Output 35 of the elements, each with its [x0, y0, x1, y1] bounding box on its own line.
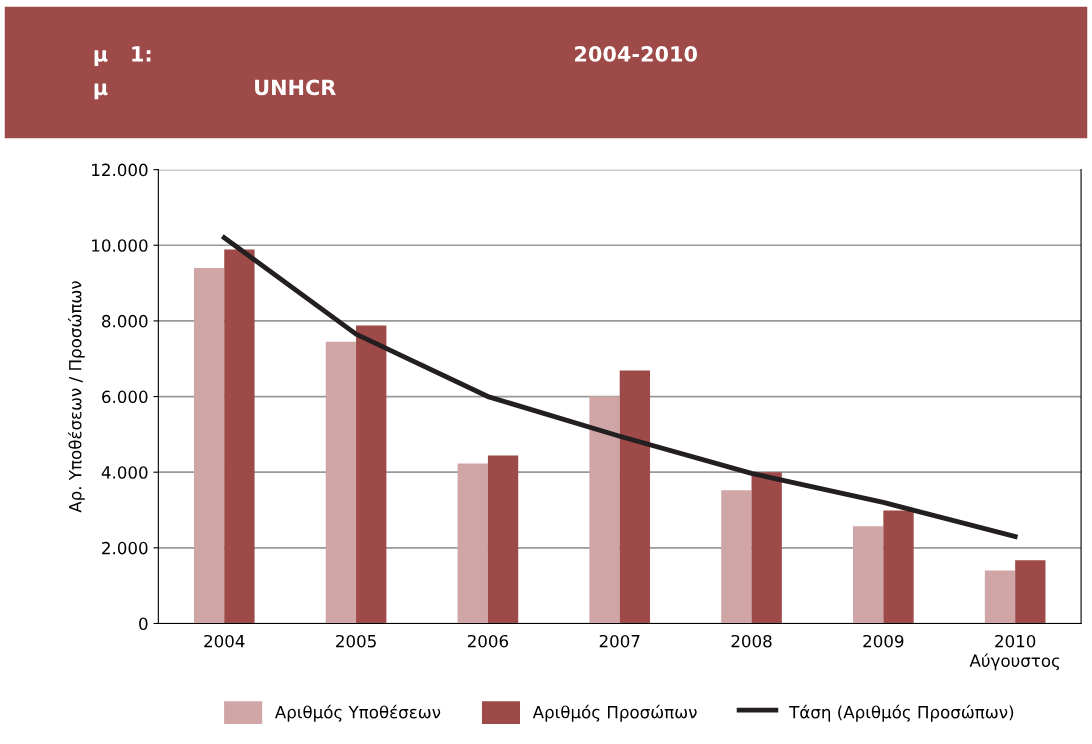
bar: [457, 463, 488, 624]
y-tick-label: 6.000: [102, 390, 148, 404]
bar: [224, 249, 255, 624]
x-tick-label: 2004: [204, 634, 245, 648]
y-tick-label: 10.000: [92, 239, 148, 252]
x-tick-label: 2010 Αύγουστος: [969, 634, 1060, 671]
legend-label: Αριθμός Προσώπων: [532, 704, 697, 722]
y-tick-label: 4.000: [101, 466, 148, 479]
bar: [751, 472, 782, 624]
y-tick-label: 0: [139, 617, 148, 631]
bar: [589, 396, 620, 624]
chart-title: μ 1: 2004-2010: [94, 46, 698, 66]
x-tick-label: 2007: [599, 634, 640, 648]
bar: [853, 526, 884, 624]
bar: [619, 370, 651, 624]
x-tick-label: 2005: [336, 634, 376, 648]
y-axis-title: Αρ. Υποθέσεων / Προσώπων: [67, 281, 85, 513]
bar: [721, 490, 752, 624]
bar: [356, 325, 387, 624]
legend-label: Τάση (Αριθμός Προσώπων): [789, 704, 1014, 722]
bar: [883, 510, 914, 624]
x-tick-label: 2008: [731, 634, 772, 648]
y-tick-label: 8.000: [102, 314, 148, 328]
chart-subtitle: μ UNHCR: [94, 79, 336, 100]
bar: [1015, 560, 1046, 624]
bar: [193, 267, 225, 624]
line-series: [221, 235, 1018, 539]
x-tick-label: 2006: [467, 634, 509, 648]
y-tick-label: 12.000: [92, 163, 148, 177]
x-tick-label: 2009: [863, 634, 904, 648]
bar: [325, 341, 357, 624]
bar: [984, 570, 1016, 624]
y-tick-label: 2.000: [102, 541, 148, 555]
legend-label: Αριθμός Υποθέσεων: [274, 704, 441, 722]
bar: [487, 455, 519, 624]
